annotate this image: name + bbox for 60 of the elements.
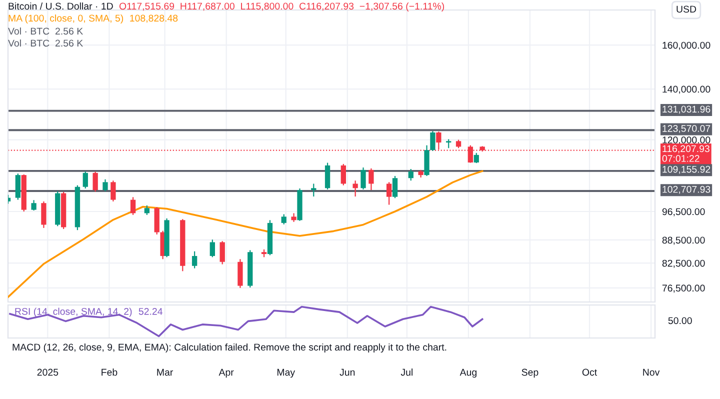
- candlestick: [144, 204, 150, 216]
- candlestick: [281, 214, 286, 225]
- ref-line-label: 131,031.96: [662, 106, 710, 114]
- x-tick-label: Nov: [643, 368, 660, 376]
- annotation: 52.24: [138, 308, 162, 315]
- chart-title: Bitcoin / U.S. Dollar · 1D: [8, 2, 113, 10]
- annotation: 108,828.48: [130, 14, 178, 23]
- annotation: O117,515.69 H117,687.00 L115,800.00 C116,207.93 −1,307.56 (−1.11%): [119, 2, 444, 12]
- candlestick: [368, 168, 374, 191]
- x-tick-label: Feb: [102, 368, 118, 376]
- candlestick: [340, 163, 346, 186]
- x-tick-label: Sep: [522, 368, 538, 378]
- candlestick: [311, 183, 316, 198]
- candlestick: [31, 200, 36, 212]
- candlestick: [238, 258, 243, 288]
- ref-line-label: 116,207.93 07:01:22: [662, 145, 710, 162]
- candlestick: [324, 162, 330, 190]
- ref-line-label: 102,707.93: [662, 186, 710, 194]
- ref-line-label: 109,155.92: [662, 166, 710, 174]
- candlestick: [386, 182, 392, 206]
- candlestick: [360, 166, 366, 190]
- candlestick: [192, 250, 198, 269]
- candlestick: [220, 240, 225, 265]
- candlestick: [82, 170, 88, 190]
- x-tick-label: Apr: [218, 368, 234, 378]
- y-axis-title: USD: [676, 6, 696, 13]
- series-label: RSI (14, close, SMA, 14, 2): [15, 308, 132, 317]
- candlestick: [41, 200, 46, 228]
- line-series: [8, 170, 484, 298]
- x-tick-label: Jun: [340, 368, 355, 376]
- candlestick: [430, 130, 436, 152]
- x-tick-label: Oct: [582, 368, 597, 376]
- candlestick: [392, 175, 398, 199]
- candlestick: [102, 178, 108, 192]
- annotation: Vol · BTC 2.56 K: [8, 39, 84, 47]
- candlestick: [210, 239, 215, 258]
- y-tick-label: 140,000.00: [662, 86, 710, 94]
- y-tick-label: 120,000.00: [662, 136, 710, 145]
- x-tick-label: Mar: [157, 368, 173, 376]
- candlestick: [92, 171, 98, 192]
- y-tick-label: 82,500.00: [662, 260, 705, 268]
- annotation: Vol · BTC 2.56 K: [8, 27, 84, 35]
- text: MA (100, close, 0, SMA, 5): [8, 14, 124, 24]
- y-tick-label: 160,000.00: [662, 42, 710, 50]
- x-tick-label: 2025: [37, 368, 58, 376]
- x-tick-label: Jul: [400, 368, 412, 376]
- y-tick-label: 88,500.00: [662, 236, 705, 245]
- y-tick-label: 76,500.00: [662, 284, 705, 293]
- x-tick-label: Aug: [460, 368, 476, 378]
- candlestick: [15, 172, 21, 200]
- x-tick-label: May: [277, 368, 296, 378]
- candlestick: [110, 180, 116, 202]
- y-tick-label: 96,500.00: [662, 208, 705, 216]
- candlestick: [408, 168, 414, 182]
- candlestick: [352, 180, 358, 198]
- ref-line-label: 123,570.07: [662, 125, 710, 134]
- text: MACD (12, 26, close, 9, EMA, EMA): Calculation failed. Remove the script and reapply it to the chart.: [12, 343, 446, 353]
- candlestick: [474, 152, 479, 164]
- candlestick: [130, 196, 136, 216]
- text: 50.00: [668, 317, 692, 324]
